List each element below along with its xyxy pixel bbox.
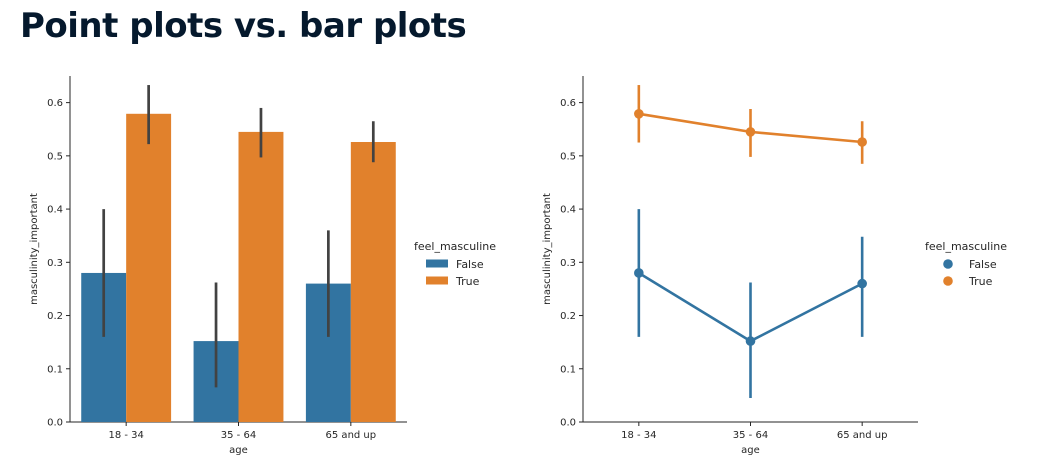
y-tick-label: 0.3 [560,258,576,269]
y-tick-label: 0.1 [560,364,576,375]
x-axis-label: age [741,445,760,456]
legend-title: feel_masculine [925,240,1007,253]
data-point [857,278,867,289]
bar [126,113,172,422]
y-axis-label: masculinity_important [542,193,553,305]
bar [350,142,396,422]
legend-label: False [456,258,484,271]
bar [238,131,284,422]
legend-swatch [426,259,448,268]
legend-swatch [426,276,448,285]
legend-marker [943,259,953,269]
legend-label: True [968,275,993,288]
data-point [857,137,867,147]
x-tick-label: 35 - 64 [733,430,768,441]
bar-chart: 0.0 0.1 0.2 0.3 0.4 0.5 0.6 18 - 34 35 - 64 65 an… [29,76,496,456]
data-point [634,108,644,119]
y-tick-label: 0.0 [560,418,576,429]
x-tick-label: 65 and up [837,430,888,441]
y-tick-label: 0.2 [560,311,576,322]
y-tick-label: 0.1 [47,364,63,375]
y-tick-label: 0.6 [47,98,63,109]
y-tick-label: 0.5 [47,151,63,162]
data-point [745,127,756,137]
data-point [634,268,644,278]
y-tick-label: 0.2 [47,311,63,322]
x-tick-label: 65 and up [326,430,377,441]
x-axis-label: age [229,445,248,456]
y-tick-label: 0.0 [47,418,63,429]
y-tick-label: 0.4 [560,205,576,216]
legend-title: feel_masculine [414,240,496,253]
x-tick-label: 18 - 34 [621,430,656,441]
y-axis-label: masculinity_important [29,193,40,305]
legend-label: False [969,258,997,271]
page-title: Point plots vs. bar plots [20,6,467,46]
y-tick-label: 0.4 [47,205,63,216]
y-tick-label: 0.5 [560,151,576,162]
y-tick-label: 0.3 [47,258,63,269]
x-tick-label: 35 - 64 [221,430,256,441]
legend-marker [943,276,953,286]
legend-label: True [455,275,480,288]
point-chart: 0.0 0.1 0.2 0.3 0.4 0.5 0.6 18 - 34 35 - 64 65 an… [542,76,1007,456]
x-tick-label: 18 - 34 [108,430,143,441]
y-tick-label: 0.6 [560,98,576,109]
data-point [745,336,756,346]
